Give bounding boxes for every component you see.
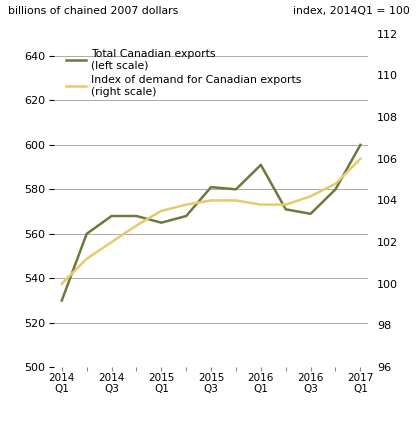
Text: billions of chained 2007 dollars: billions of chained 2007 dollars bbox=[8, 6, 178, 16]
Text: index, 2014Q1 = 100: index, 2014Q1 = 100 bbox=[293, 6, 410, 16]
Legend: Total Canadian exports
(left scale), Index of demand for Canadian exports
(right: Total Canadian exports (left scale), Ind… bbox=[66, 49, 301, 97]
